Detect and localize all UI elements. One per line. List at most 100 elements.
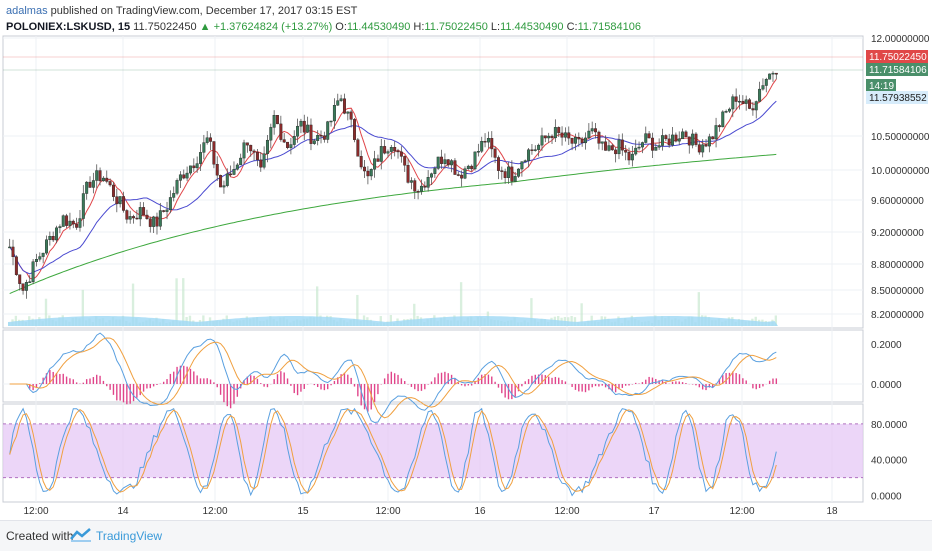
candle-body <box>202 142 206 153</box>
candle-body <box>396 150 400 153</box>
macd-pane[interactable] <box>2 329 864 403</box>
volume-bar <box>356 294 359 326</box>
candle-body <box>252 150 256 153</box>
candle-body <box>225 173 229 186</box>
x-tick-label: 12:00 <box>729 506 754 517</box>
volume-bar <box>44 298 48 326</box>
price-tick-label: 8.20000000 <box>871 310 924 321</box>
candle-body <box>55 227 59 241</box>
candle-body <box>58 226 62 229</box>
candle-body <box>419 185 423 192</box>
candle-body <box>647 133 651 139</box>
candle-body <box>282 139 286 143</box>
candle-body <box>620 139 624 151</box>
candle-body <box>684 131 688 138</box>
volume-bar <box>188 315 192 326</box>
candle-body <box>88 181 92 188</box>
candle-body <box>242 142 246 159</box>
candle-body <box>128 216 132 220</box>
candle-body <box>95 170 99 181</box>
volume-bar <box>14 315 18 326</box>
candle-body <box>496 157 500 171</box>
candle-body <box>269 127 273 141</box>
open-value: 11.44530490 <box>346 21 411 33</box>
candle-body <box>577 136 581 140</box>
ticker-line: POLONIEX:LSKUSD, 15 11.75022450 ▲ +1.376… <box>6 19 641 35</box>
candle-body <box>178 174 182 181</box>
header: adalmas published on TradingView.com, De… <box>6 3 357 19</box>
candle-body <box>764 79 768 86</box>
candle-body <box>219 175 223 188</box>
candle-body <box>51 236 55 241</box>
candle-body <box>657 145 661 148</box>
candle-body <box>21 283 25 291</box>
candle-body <box>573 136 577 144</box>
tradingview-link[interactable]: TradingView <box>96 529 163 543</box>
candle-body <box>312 140 316 144</box>
price-tick-label: 9.20000000 <box>871 228 924 239</box>
candle-body <box>714 125 718 140</box>
price-tick-label: 10.50000000 <box>871 132 930 143</box>
chart-svg[interactable]: 12.00000000 10.50000000 10.00000000 9.60000… <box>0 0 932 520</box>
volume-bar <box>81 289 84 326</box>
price-tag-bg <box>866 91 928 104</box>
x-tick-label: 15 <box>297 506 309 517</box>
x-axis-labels: 12:00 14 12:00 15 12:00 16 12:00 17 12:00 18 <box>23 506 838 517</box>
candle-body <box>754 101 758 111</box>
candle-body <box>199 152 202 164</box>
volume-bar <box>459 282 463 326</box>
candle-body <box>486 138 490 143</box>
candle-body <box>500 170 504 172</box>
candle-body <box>168 197 172 211</box>
candle-body <box>724 111 728 113</box>
candle-body <box>563 132 567 138</box>
candle-body <box>423 185 427 188</box>
candle-body <box>607 145 611 151</box>
candle-body <box>476 151 480 153</box>
price-pane[interactable] <box>2 35 864 329</box>
candle-body <box>185 172 189 179</box>
x-tick-label: 12:00 <box>23 506 48 517</box>
price-tag-label: 11.75022450 <box>869 52 927 63</box>
volume-bar <box>530 298 533 326</box>
candle-body <box>205 137 209 143</box>
candle-body <box>520 161 524 170</box>
candle-body <box>493 148 497 158</box>
candle-body <box>299 120 303 127</box>
candle-body <box>681 131 685 140</box>
price-tick-label: 9.60000000 <box>871 196 924 207</box>
candle-body <box>182 174 186 179</box>
candle-body <box>446 159 450 166</box>
candle-body <box>413 180 417 192</box>
author-link[interactable]: adalmas <box>6 5 48 17</box>
candle-body <box>456 174 460 176</box>
ma-fast-line <box>9 78 777 280</box>
candle-body <box>115 196 119 205</box>
candle-body <box>671 134 675 146</box>
candle-body <box>195 163 199 169</box>
tradingview-logo-icon <box>70 528 91 542</box>
x-tick-label: 16 <box>474 506 486 517</box>
candle-body <box>480 141 484 152</box>
candle-body <box>132 216 136 219</box>
candle-body <box>356 139 360 157</box>
volume-bar <box>131 283 135 326</box>
candle-body <box>239 157 243 166</box>
candle-body <box>717 125 721 128</box>
candle-body <box>389 147 393 152</box>
candle-body <box>346 111 350 114</box>
candle-body <box>91 180 95 188</box>
candle-body <box>570 137 574 144</box>
stoch-band <box>3 423 863 478</box>
candle-body <box>14 256 18 275</box>
stoch-tick-label: 0.0000 <box>871 492 902 503</box>
candle-body <box>540 135 544 146</box>
candle-body <box>138 207 142 220</box>
candle-body <box>229 173 233 176</box>
candle-body <box>41 252 45 257</box>
candle-body <box>600 141 604 144</box>
candle-body <box>212 141 216 165</box>
candle-body <box>122 196 125 211</box>
candle-body <box>614 149 618 155</box>
